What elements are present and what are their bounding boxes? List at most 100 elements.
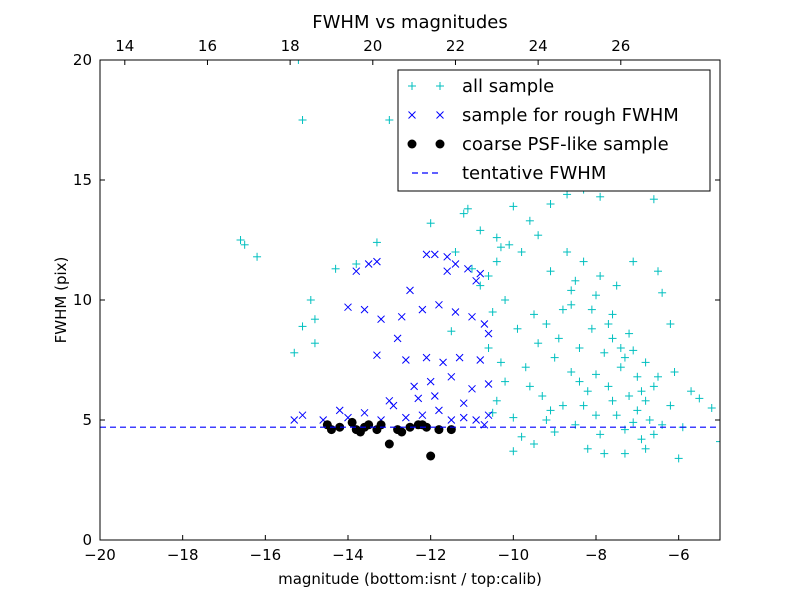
series-0-point-53 <box>517 248 526 256</box>
series-0-point-61 <box>488 408 497 417</box>
series-2-point-6 <box>364 420 374 430</box>
series-0-point-96 <box>563 248 572 256</box>
y-tick-label: 10 <box>73 291 92 309</box>
series-0-point-50 <box>654 267 662 276</box>
x-tick-label: −10 <box>498 546 530 564</box>
legend-swatch-right <box>436 82 444 90</box>
series-1-point-15 <box>352 267 361 276</box>
series-0-point-49 <box>550 428 559 436</box>
top-x-tick-label: 26 <box>611 37 630 55</box>
series-0-point-11 <box>372 238 381 247</box>
series-1-point-27 <box>397 312 406 321</box>
series-0-point-95 <box>641 358 650 367</box>
series-1-point-45 <box>414 394 423 403</box>
series-0-point-6 <box>236 236 245 244</box>
series-1-point-39 <box>410 382 418 391</box>
legend-entry: coarse PSF-like sample <box>407 134 669 155</box>
x-tick-label: −8 <box>585 546 607 564</box>
series-1-point-29 <box>435 300 443 309</box>
x-axis-title: magnitude (bottom:isnt / top:calib) <box>278 570 542 588</box>
series-0-point-98 <box>596 272 605 280</box>
series-1-point-19 <box>430 250 439 259</box>
series-0-point-72 <box>575 344 584 352</box>
series-1-point-53 <box>393 334 402 343</box>
series-0-point-81 <box>583 387 592 396</box>
series-0-point-112 <box>513 324 522 333</box>
series-0-point-116 <box>612 411 621 420</box>
series-1-point-49 <box>443 267 452 276</box>
series-0-point-78 <box>550 353 559 362</box>
series-2-point-19 <box>417 420 427 430</box>
y-axis-title: FWHM (pix) <box>52 257 70 344</box>
series-0-point-31 <box>546 200 555 208</box>
legend-box <box>397 69 711 192</box>
series-2-point-2 <box>335 422 345 432</box>
series-0-point-62 <box>509 413 518 422</box>
series-1-point-46 <box>430 392 439 400</box>
series-0-point-85 <box>592 411 600 420</box>
series-0-point-22 <box>306 296 315 304</box>
series-0-point-56 <box>488 308 497 316</box>
series-1-point-30 <box>451 308 460 316</box>
series-0-point-37 <box>666 320 675 328</box>
series-0-point-38 <box>670 368 679 376</box>
series-1-point-37 <box>455 353 464 362</box>
series-0-point-71 <box>542 320 551 328</box>
series-1-point-24 <box>344 303 352 312</box>
series-0-point-47 <box>600 449 609 458</box>
series-0-point-15 <box>492 233 501 242</box>
series-2-point-17 <box>397 427 407 437</box>
y-tick-label: 5 <box>82 411 92 429</box>
series-1-point-28 <box>418 305 427 314</box>
series-0-point-118 <box>649 430 658 439</box>
series-1-point-22 <box>464 264 472 273</box>
series-0-point-97 <box>579 257 588 266</box>
series-0-point-123 <box>587 305 596 314</box>
legend-label: sample for rough FWHM <box>462 105 679 126</box>
series-0-point-57 <box>484 344 493 352</box>
y-tick-label: 20 <box>73 51 92 69</box>
legend-swatch-right <box>436 111 444 119</box>
series-0-point-114 <box>546 406 555 415</box>
series-0-point-59 <box>501 377 510 386</box>
series-0-point-105 <box>666 401 675 410</box>
series-1-point-0 <box>290 416 299 424</box>
legend-entry: sample for rough FWHM <box>408 105 679 126</box>
series-0-point-10 <box>352 260 361 268</box>
series-0-point-29 <box>509 202 518 211</box>
series-1-point-33 <box>373 351 381 360</box>
series-1-point-16 <box>364 260 373 268</box>
series-0-point-119 <box>592 370 600 379</box>
y-tick-label: 0 <box>82 531 92 549</box>
series-0-point-20 <box>476 281 485 290</box>
series-0-point-60 <box>492 396 501 405</box>
series-0-point-63 <box>517 432 526 441</box>
series-0-point-107 <box>604 382 613 391</box>
top-x-tick-label: 22 <box>446 37 465 55</box>
legend-label: coarse PSF-like sample <box>462 134 669 155</box>
series-1-point-2 <box>335 406 344 415</box>
legend-swatch-right <box>435 139 445 149</box>
series-0-point-100 <box>546 267 555 276</box>
series-1-point-20 <box>443 252 452 261</box>
series-1-point-40 <box>426 377 435 386</box>
series-0-point-122 <box>567 286 576 295</box>
series-0-point-120 <box>620 353 629 362</box>
series-0-point-54 <box>496 243 505 252</box>
series-1-point-52 <box>484 329 493 338</box>
legend-swatch-left <box>408 82 416 90</box>
series-1-point-34 <box>402 356 410 364</box>
series-2-point-1 <box>326 425 336 435</box>
series-0-point-99 <box>612 281 621 290</box>
series-0-point-55 <box>492 257 501 266</box>
axis-ticks: −20 −18 −16 −14 −12 −10 −8 −6 0 5 10 15 20 14 16 18 20 22… <box>73 37 720 564</box>
series-2-point-18 <box>351 425 361 435</box>
series-0-point-74 <box>616 363 625 372</box>
series-2-point-8 <box>376 420 386 430</box>
series-1-point-35 <box>422 353 431 362</box>
series-0-point-32 <box>563 190 572 199</box>
series-1-point-1 <box>298 411 307 420</box>
series-0-point-67 <box>592 291 600 300</box>
series-0-point-125 <box>641 396 650 405</box>
series-0-point-23 <box>310 315 319 324</box>
